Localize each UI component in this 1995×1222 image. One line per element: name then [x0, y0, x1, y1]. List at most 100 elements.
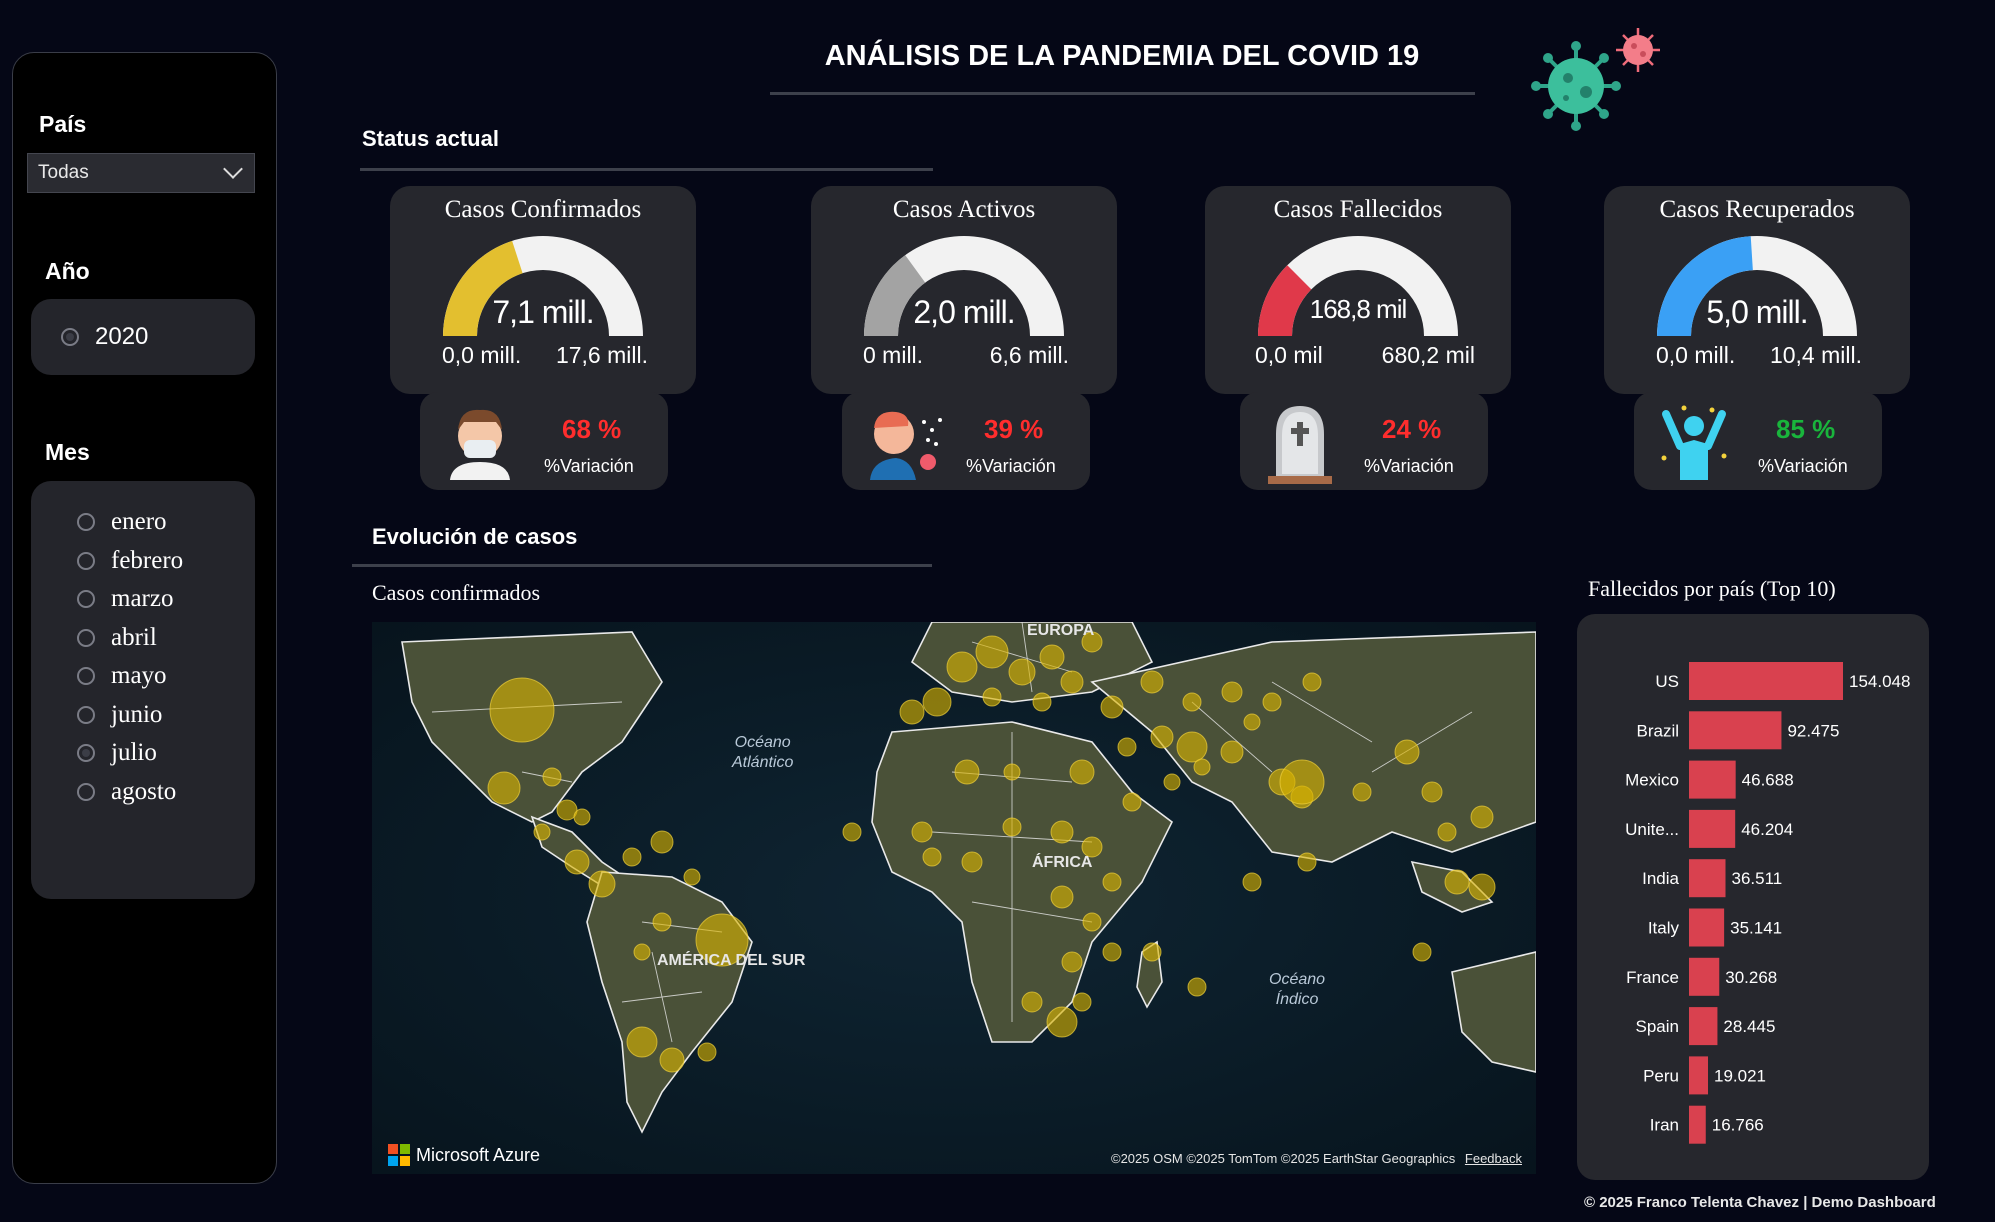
- month-label: marzo: [111, 585, 174, 613]
- bar-category-label: Unite...: [1625, 820, 1679, 839]
- kpi-card-3: Casos Fallecidos 168,8 mil 0,0 mil 680,2…: [1205, 186, 1511, 394]
- kpi-gauge: [443, 236, 643, 336]
- bar-peru[interactable]: [1689, 1056, 1709, 1095]
- map-feedback-link[interactable]: Feedback: [1464, 1151, 1522, 1166]
- evolution-section-title: Evolución de casos: [372, 524, 578, 549]
- year-option-label: 2020: [95, 323, 149, 350]
- kpi-value: 2,0 mill.: [913, 294, 1015, 330]
- month-option-julio[interactable]: julio: [31, 734, 255, 773]
- month-option-febrero[interactable]: febrero: [31, 542, 255, 581]
- bar-iran[interactable]: [1689, 1105, 1706, 1144]
- bar-category-label: India: [1642, 869, 1679, 888]
- microsoft-logo-icon: [388, 1144, 410, 1166]
- bar-value-label: 28.445: [1723, 1017, 1775, 1036]
- map-label-atlantic: Océano Atlántico: [732, 734, 794, 771]
- variation-card-4: 85 % %Variación: [1634, 392, 1882, 490]
- month-radio[interactable]: [77, 590, 95, 609]
- map-label-south-america: AMÉRICA DEL SUR: [657, 952, 806, 969]
- kpi-title: Casos Activos: [892, 196, 1036, 223]
- kpi-gauge: [1258, 236, 1458, 336]
- variation-percent: 68 %: [562, 414, 622, 444]
- bar-value-label: 19.021: [1714, 1066, 1766, 1085]
- bar-mexico[interactable]: [1689, 760, 1736, 799]
- month-radio[interactable]: [77, 628, 95, 647]
- pais-dropdown-value: Todas: [38, 162, 89, 183]
- bar-italy[interactable]: [1689, 908, 1725, 947]
- map-label-africa: ÁFRICA: [1032, 854, 1093, 871]
- bar-category-label: US: [1655, 672, 1679, 691]
- bar-us[interactable]: [1689, 662, 1843, 700]
- map-attribution: ©2025 OSM ©2025 TomTom ©2025 EarthStar G…: [1111, 1151, 1522, 1166]
- variation-percent: 85 %: [1776, 414, 1836, 444]
- kpi-gauge: [864, 236, 1064, 336]
- bar-category-label: Mexico: [1625, 771, 1679, 790]
- bar-category-label: Spain: [1636, 1017, 1679, 1036]
- month-option-abril[interactable]: abril: [31, 619, 255, 658]
- variation-card-1: 68 % %Variación: [420, 392, 668, 490]
- pais-dropdown[interactable]: Todas: [27, 153, 255, 193]
- bar-value-label: 16.766: [1712, 1116, 1764, 1135]
- anio-label: Año: [45, 258, 90, 284]
- month-radio[interactable]: [77, 513, 95, 532]
- variation-label: %Variación: [1758, 456, 1848, 476]
- gauge-track: [1258, 236, 1458, 336]
- footer-credit: © 2025 Franco Telenta Chavez | Demo Dash…: [1584, 1194, 1936, 1211]
- month-label: enero: [111, 508, 167, 536]
- bar-category-label: France: [1626, 968, 1679, 987]
- year-radio[interactable]: [61, 328, 79, 346]
- tombstone-icon: [1268, 406, 1332, 484]
- status-divider: [360, 168, 933, 171]
- month-radio[interactable]: [77, 705, 95, 724]
- sneezing-person-icon: [870, 411, 942, 480]
- month-label: agosto: [111, 777, 177, 805]
- month-radio[interactable]: [77, 551, 95, 570]
- variation-percent: 24 %: [1382, 414, 1442, 444]
- month-radio[interactable]: [77, 744, 95, 763]
- bar-category-label: Italy: [1648, 919, 1680, 938]
- month-radio[interactable]: [77, 667, 95, 686]
- map-canvas[interactable]: [372, 622, 1536, 1174]
- bar-category-label: Iran: [1650, 1116, 1679, 1135]
- map-attribution-text: ©2025 OSM ©2025 TomTom ©2025 EarthStar G…: [1110, 1151, 1456, 1166]
- bar-india[interactable]: [1689, 859, 1726, 898]
- variation-label: %Variación: [1364, 456, 1454, 476]
- world-map[interactable]: EUROPA ÁFRICA AMÉRICA DEL SUR Océano Atl…: [372, 622, 1536, 1174]
- variation-card-3: 24 % %Variación: [1240, 392, 1488, 490]
- kpi-card-4: Casos Recuperados 5,0 mill. 0,0 mill. 10…: [1604, 186, 1910, 394]
- bar-brazil[interactable]: [1689, 711, 1782, 750]
- masked-person-icon: [450, 409, 510, 480]
- month-list: enero febrero marzo abril mayo junio julio agos…: [31, 481, 255, 899]
- variation-percent: 39 %: [984, 414, 1044, 444]
- filter-sidebar: País Todas Año 2020 Mes enero febrero marz…: [12, 52, 277, 1184]
- year-option-2020[interactable]: 2020: [31, 299, 255, 375]
- bar-chart-title: Fallecidos por país (Top 10): [1588, 576, 1836, 601]
- month-option-junio[interactable]: junio: [31, 696, 255, 735]
- month-option-enero[interactable]: enero: [31, 503, 255, 542]
- bar-value-label: 35.141: [1730, 919, 1782, 938]
- variation-label: %Variación: [544, 456, 634, 476]
- kpi-min: 0,0 mil: [1255, 342, 1323, 368]
- month-label: junio: [111, 700, 163, 728]
- bar-france[interactable]: [1689, 957, 1720, 996]
- title-divider: [770, 92, 1475, 95]
- chevron-down-icon: [223, 159, 243, 179]
- bar-spain[interactable]: [1689, 1007, 1718, 1046]
- gauge-track: [864, 236, 1064, 336]
- bar-unite[interactable]: [1689, 809, 1736, 848]
- month-option-mayo[interactable]: mayo: [31, 657, 255, 696]
- month-option-marzo[interactable]: marzo: [31, 580, 255, 619]
- map-brand-label: Microsoft Azure: [416, 1144, 541, 1165]
- kpi-title: Casos Recuperados: [1659, 196, 1855, 223]
- kpi-value: 5,0 mill.: [1706, 294, 1808, 330]
- month-radio[interactable]: [77, 782, 95, 801]
- bar-category-label: Peru: [1643, 1066, 1679, 1085]
- bar-value-label: 154.048: [1849, 672, 1910, 691]
- kpi-max: 10,4 mill.: [1769, 342, 1862, 368]
- bar-value-label: 92.475: [1787, 721, 1839, 740]
- bar-value-label: 36.511: [1731, 869, 1782, 888]
- gauge-fill: [1657, 236, 1753, 336]
- celebrating-person-icon: [1661, 405, 1727, 480]
- evolution-divider: [352, 564, 932, 567]
- month-option-agosto[interactable]: agosto: [31, 773, 255, 812]
- kpi-value: 7,1 mill.: [492, 294, 594, 330]
